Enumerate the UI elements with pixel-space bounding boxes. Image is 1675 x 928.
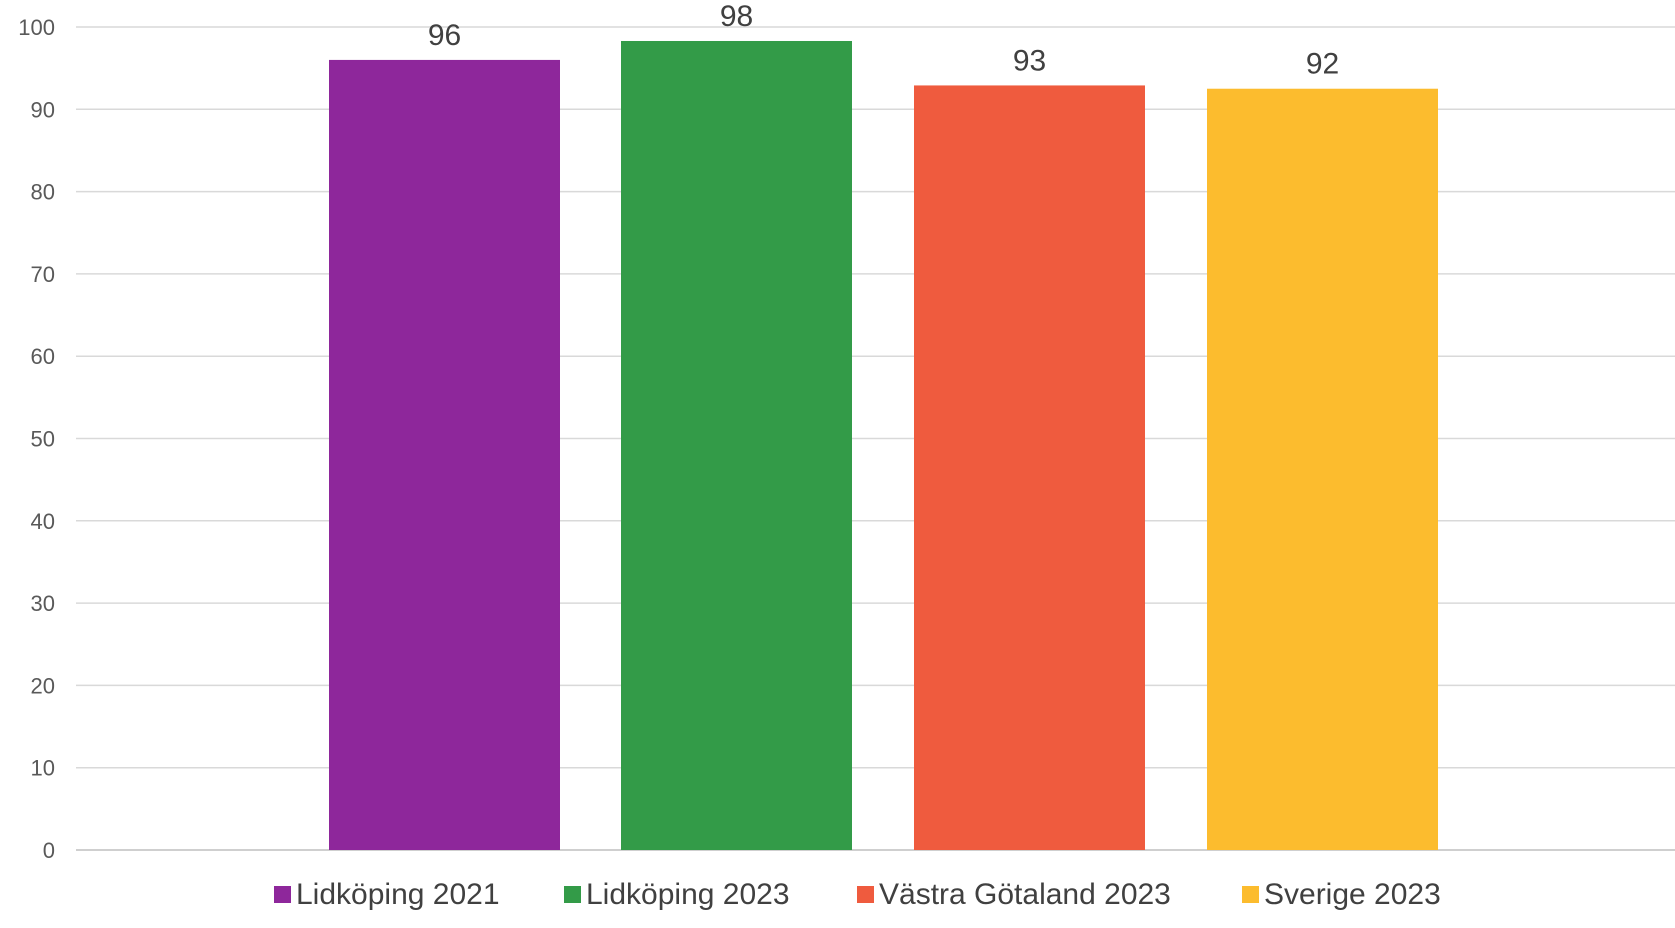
y-tick-label: 80 bbox=[31, 180, 55, 205]
data-label: 93 bbox=[1013, 44, 1046, 77]
bars bbox=[329, 40, 1438, 851]
y-tick-label: 10 bbox=[31, 756, 55, 781]
legend-label: Lidköping 2021 bbox=[296, 878, 500, 911]
y-tick-label: 40 bbox=[31, 509, 55, 534]
bar bbox=[914, 85, 1145, 851]
y-tick-label: 0 bbox=[43, 838, 55, 863]
y-axis-tick-labels: 0 10 20 30 40 50 60 70 80 90 100 bbox=[18, 15, 55, 863]
y-tick-label: 20 bbox=[31, 673, 55, 698]
legend-label: Lidköping 2023 bbox=[586, 878, 790, 911]
data-label: 92 bbox=[1306, 48, 1339, 81]
bar bbox=[1207, 88, 1438, 851]
y-tick-label: 100 bbox=[18, 15, 55, 40]
legend-swatch bbox=[1242, 886, 1259, 903]
data-label: 96 bbox=[428, 19, 461, 52]
data-labels: 96 98 93 92 bbox=[428, 0, 1339, 81]
y-tick-label: 30 bbox=[31, 591, 55, 616]
y-tick-label: 90 bbox=[31, 97, 55, 122]
bar bbox=[329, 59, 560, 851]
y-tick-label: 70 bbox=[31, 262, 55, 287]
legend: Lidköping 2021 Lidköping 2023 Västra Götal… bbox=[274, 878, 1441, 911]
data-label: 98 bbox=[720, 0, 753, 33]
legend-label: Västra Götaland 2023 bbox=[879, 878, 1171, 911]
legend-swatch bbox=[857, 886, 874, 903]
legend-swatch bbox=[564, 886, 581, 903]
legend-label: Sverige 2023 bbox=[1264, 878, 1441, 911]
y-tick-label: 60 bbox=[31, 344, 55, 369]
bar bbox=[621, 40, 852, 850]
y-tick-label: 50 bbox=[31, 427, 55, 452]
legend-swatch bbox=[274, 886, 291, 903]
